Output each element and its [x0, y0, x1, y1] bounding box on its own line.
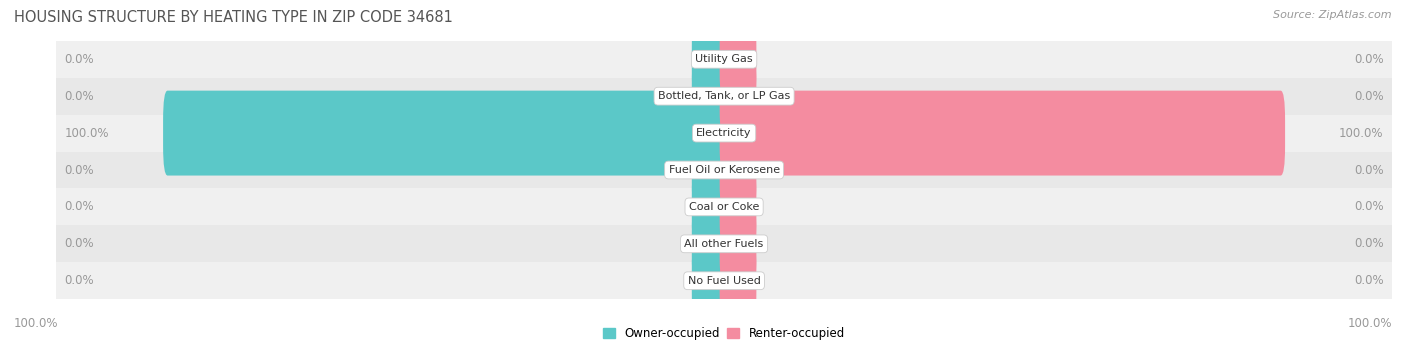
Legend: Owner-occupied, Renter-occupied: Owner-occupied, Renter-occupied	[603, 327, 845, 340]
FancyBboxPatch shape	[720, 54, 756, 139]
Bar	[56, 225, 1392, 262]
Text: Bottled, Tank, or LP Gas: Bottled, Tank, or LP Gas	[658, 91, 790, 101]
FancyBboxPatch shape	[692, 128, 728, 212]
Text: All other Fuels: All other Fuels	[685, 239, 763, 249]
Text: 0.0%: 0.0%	[1354, 164, 1384, 176]
FancyBboxPatch shape	[692, 17, 728, 102]
FancyBboxPatch shape	[720, 238, 756, 323]
Bar	[56, 152, 1392, 188]
Text: 0.0%: 0.0%	[1354, 237, 1384, 250]
Bar	[56, 115, 1392, 152]
Text: 0.0%: 0.0%	[65, 53, 94, 66]
Text: Fuel Oil or Kerosene: Fuel Oil or Kerosene	[668, 165, 780, 175]
FancyBboxPatch shape	[692, 54, 728, 139]
Text: No Fuel Used: No Fuel Used	[688, 276, 761, 286]
Text: 0.0%: 0.0%	[1354, 274, 1384, 287]
FancyBboxPatch shape	[692, 165, 728, 249]
Text: 0.0%: 0.0%	[1354, 90, 1384, 103]
FancyBboxPatch shape	[692, 238, 728, 323]
Text: 0.0%: 0.0%	[65, 237, 94, 250]
Text: 0.0%: 0.0%	[1354, 53, 1384, 66]
FancyBboxPatch shape	[720, 165, 756, 249]
Text: Source: ZipAtlas.com: Source: ZipAtlas.com	[1274, 10, 1392, 20]
Text: 100.0%: 100.0%	[65, 126, 110, 140]
Text: 0.0%: 0.0%	[65, 200, 94, 214]
FancyBboxPatch shape	[720, 128, 756, 212]
FancyBboxPatch shape	[163, 91, 728, 175]
Bar	[56, 41, 1392, 78]
Bar	[56, 262, 1392, 299]
Text: 0.0%: 0.0%	[1354, 200, 1384, 214]
FancyBboxPatch shape	[720, 201, 756, 286]
Text: 100.0%: 100.0%	[1347, 317, 1392, 330]
Text: 0.0%: 0.0%	[65, 164, 94, 176]
Text: 0.0%: 0.0%	[65, 274, 94, 287]
Text: 100.0%: 100.0%	[14, 317, 59, 330]
Text: 0.0%: 0.0%	[65, 90, 94, 103]
Text: Electricity: Electricity	[696, 128, 752, 138]
Text: 100.0%: 100.0%	[1339, 126, 1384, 140]
FancyBboxPatch shape	[692, 201, 728, 286]
FancyBboxPatch shape	[720, 17, 756, 102]
Text: Utility Gas: Utility Gas	[696, 54, 752, 64]
Text: HOUSING STRUCTURE BY HEATING TYPE IN ZIP CODE 34681: HOUSING STRUCTURE BY HEATING TYPE IN ZIP…	[14, 10, 453, 25]
Bar	[56, 188, 1392, 225]
FancyBboxPatch shape	[720, 91, 1285, 175]
Text: Coal or Coke: Coal or Coke	[689, 202, 759, 212]
Bar	[56, 78, 1392, 115]
